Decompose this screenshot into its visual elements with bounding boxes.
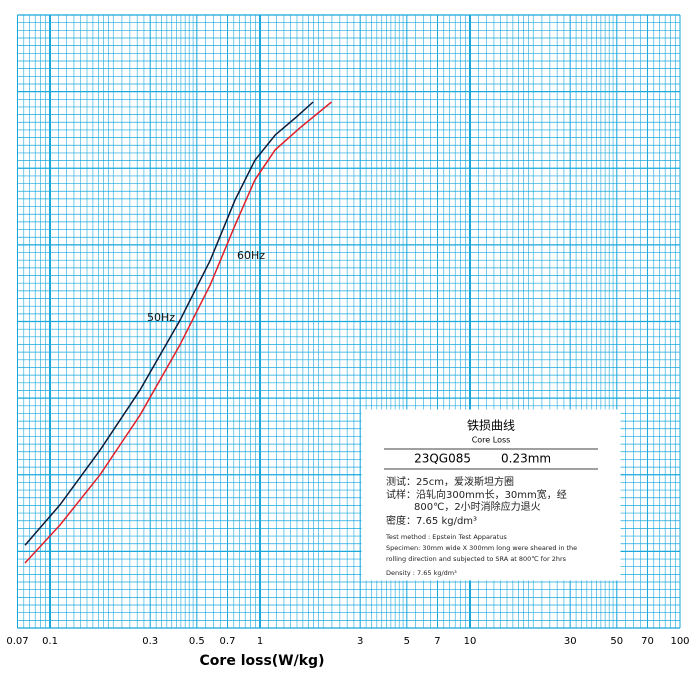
- x-tick-label: 0.07: [6, 636, 28, 647]
- inset-en-line: Specimen: 30mm wide X 300mm long were sh…: [386, 544, 577, 552]
- x-tick-label: 7: [434, 636, 440, 647]
- inset-thickness: 0.23mm: [501, 452, 551, 466]
- x-tick-label: 0.3: [142, 636, 158, 647]
- x-tick-label: 0.7: [220, 636, 236, 647]
- inset-cn-line: 试样：沿轧向300mm长，30mm宽，经: [386, 488, 567, 501]
- inset-cn-line: 密度：7.65 kg/dm³: [386, 514, 477, 527]
- x-tick-label: 1: [257, 636, 263, 647]
- series-label: 50Hz: [147, 311, 175, 324]
- inset-en-line: Test method : Epstein Test Apparatus: [385, 533, 507, 541]
- x-tick-label: 3: [357, 636, 363, 647]
- inset-en-line: rolling direction and subjected to SRA a…: [386, 555, 567, 563]
- inset-cn-line: 测试：25cm，爱泼斯坦方圈: [386, 475, 514, 488]
- x-tick-label: 10: [464, 636, 477, 647]
- x-tick-label: 30: [564, 636, 577, 647]
- x-tick-label: 5: [404, 636, 410, 647]
- series-label: 60Hz: [237, 249, 265, 262]
- inset-en-line: Density : 7.65 kg/dm³: [386, 569, 457, 577]
- inset-title: 铁损曲线: [467, 419, 515, 433]
- inset-box: [361, 409, 621, 581]
- x-axis-title: Core loss(W/kg): [200, 653, 325, 669]
- x-tick-label: 0.5: [189, 636, 205, 647]
- x-tick-label: 50: [610, 636, 623, 647]
- x-tick-label: 70: [641, 636, 654, 647]
- inset-cn-line: 800℃，2小时消除应力退火: [414, 500, 541, 513]
- series-line: [24, 101, 332, 564]
- x-tick-label: 0.1: [42, 636, 58, 647]
- inset-subtitle: Core Loss: [472, 436, 511, 445]
- inset-grade: 23QG085: [414, 452, 471, 466]
- series-line: [24, 101, 314, 546]
- x-tick-label: 100: [670, 636, 689, 647]
